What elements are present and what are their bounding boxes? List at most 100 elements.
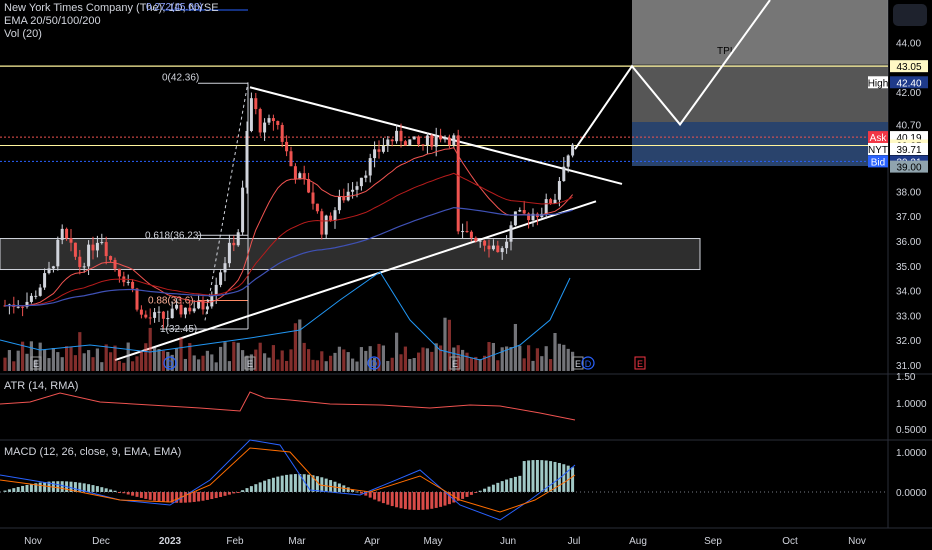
- settings-button[interactable]: [893, 4, 927, 26]
- atr-tick: 1.0000: [896, 399, 927, 410]
- candle: [557, 181, 561, 200]
- candle: [395, 130, 399, 142]
- macd-bar: [557, 462, 561, 492]
- svg-text:D: D: [371, 359, 378, 369]
- price-tick: 37.00: [896, 212, 921, 223]
- price-tick: 35.00: [896, 262, 921, 273]
- dividend-marker: D: [163, 356, 177, 370]
- volume-bar: [280, 350, 284, 371]
- time-tick: May: [424, 536, 443, 547]
- macd-tick: 0.0000: [896, 488, 927, 499]
- macd-legend[interactable]: MACD (12, 26, close, 9, EMA, EMA): [4, 446, 182, 458]
- volume-bar: [474, 356, 478, 371]
- volume-bar: [117, 361, 121, 371]
- tp-label: TP!: [717, 46, 733, 57]
- volume-bar: [408, 358, 412, 371]
- candle: [553, 199, 557, 204]
- svg-text:39.00: 39.00: [896, 163, 921, 174]
- volume-bar: [267, 357, 271, 371]
- macd-bar: [531, 460, 535, 492]
- candle: [421, 144, 425, 146]
- macd-bar: [3, 490, 7, 492]
- time-tick: Oct: [782, 536, 798, 547]
- macd-bar: [386, 492, 390, 505]
- candles: [3, 92, 575, 329]
- candle: [197, 300, 201, 309]
- price-tick: 38.00: [896, 187, 921, 198]
- fib-diagonal: [204, 82, 249, 321]
- atr-legend[interactable]: ATR (14, RMA): [4, 380, 79, 392]
- candle: [131, 281, 135, 289]
- candle: [100, 242, 104, 244]
- symbol-title[interactable]: New York Times Company (The), 1D, NYSE: [4, 2, 219, 14]
- macd-bar: [197, 492, 201, 502]
- macd-bar: [166, 492, 170, 503]
- volume-bar: [522, 358, 526, 371]
- macd-bar: [566, 465, 570, 492]
- candle: [408, 139, 412, 146]
- vol-label[interactable]: Vol (20): [4, 28, 42, 40]
- time-tick: Apr: [364, 536, 380, 547]
- macd-bar: [553, 461, 557, 492]
- macd-bar: [421, 492, 425, 510]
- volume-bar: [29, 341, 33, 371]
- volume-bar: [241, 350, 245, 371]
- candle: [311, 192, 315, 204]
- macd-bar: [500, 481, 504, 492]
- candle: [249, 98, 253, 132]
- candle: [170, 308, 174, 319]
- macd-bar: [232, 492, 236, 494]
- candle: [342, 196, 346, 201]
- svg-text:Bid: Bid: [871, 157, 885, 168]
- candle: [518, 210, 522, 212]
- candle: [25, 301, 29, 307]
- candle: [201, 300, 205, 310]
- candle: [29, 295, 33, 302]
- volume-bar: [73, 355, 77, 371]
- volume-bar: [219, 346, 223, 371]
- volume-bar: [430, 351, 434, 371]
- macd-bar: [254, 484, 258, 492]
- macd-bar: [267, 479, 271, 492]
- macd-bar: [34, 483, 38, 492]
- macd-bar: [161, 492, 165, 502]
- macd-bar: [175, 492, 179, 503]
- macd-bar: [513, 476, 517, 492]
- volume-bar: [249, 354, 253, 371]
- volume-bar: [153, 347, 157, 371]
- volume-bar: [500, 347, 504, 371]
- candle: [263, 122, 267, 133]
- ema-label[interactable]: EMA 20/50/100/200: [4, 15, 101, 27]
- candle: [337, 196, 341, 211]
- candle: [73, 242, 77, 257]
- volume-bar: [373, 357, 377, 371]
- price-tick: 42.00: [896, 88, 921, 99]
- macd-bar: [271, 477, 275, 492]
- volume-bar: [509, 347, 513, 371]
- time-tick: Mar: [288, 536, 306, 547]
- candle: [3, 305, 7, 307]
- price-tick: 36.00: [896, 237, 921, 248]
- candle: [65, 228, 69, 239]
- macd-bar: [82, 483, 86, 492]
- candle: [16, 306, 20, 308]
- volume-bar: [566, 348, 570, 371]
- price-tick: 44.00: [896, 39, 921, 50]
- macd-bar: [95, 486, 99, 492]
- volume-bar: [271, 345, 275, 371]
- candle: [113, 259, 117, 269]
- svg-text:High: High: [868, 78, 889, 89]
- macd-bar: [214, 492, 218, 499]
- svg-text:D: D: [585, 359, 592, 369]
- earnings-marker: E: [634, 356, 646, 370]
- macd-bar: [263, 480, 267, 492]
- volume-bar: [443, 317, 447, 371]
- macd-bar: [38, 482, 42, 492]
- candle: [522, 210, 526, 214]
- candle: [157, 311, 161, 313]
- volume-bar: [104, 344, 108, 371]
- volume-bar: [109, 352, 113, 371]
- candle: [153, 312, 157, 318]
- macd-bar: [91, 485, 95, 492]
